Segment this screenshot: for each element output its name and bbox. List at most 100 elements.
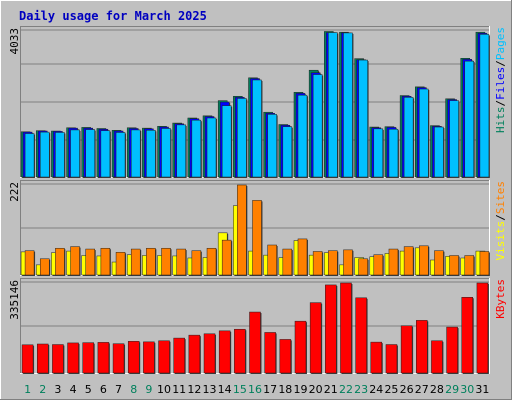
day-label-14: 14 <box>218 383 232 396</box>
day-axis-labels: 1 2 3 4 5 6 7 8 9 10 11 12 13 14 15 16 17 18 19 20 21 22 23 24 2… <box>24 383 489 396</box>
bar-kbytes-day-29 <box>446 326 458 374</box>
legend-pages: Pages <box>494 27 507 60</box>
bar-sites-day-3 <box>55 247 65 276</box>
legend-separator: / <box>494 60 507 67</box>
bar-sites-day-11 <box>176 248 186 276</box>
bar-sites-day-7 <box>115 252 126 276</box>
chart-title: Daily usage for March 2025 <box>19 9 207 23</box>
bar-kbytes-day-18 <box>279 339 292 374</box>
bar-sites-day-31 <box>479 251 490 276</box>
bar-pages-day-7 <box>115 132 126 178</box>
bar-kbytes-day-16 <box>249 311 261 374</box>
day-label-17: 17 <box>263 383 277 396</box>
bar-sites-day-29 <box>449 255 459 276</box>
day-label-24: 24 <box>369 383 383 396</box>
day-label-5: 5 <box>85 383 92 396</box>
bar-pages-day-9 <box>146 130 156 178</box>
bar-sites-day-18 <box>282 248 293 276</box>
bar-kbytes-day-6 <box>97 342 110 374</box>
bar-kbytes-day-26 <box>400 325 413 374</box>
bar-sites-day-26 <box>403 246 414 276</box>
bar-sites-day-8 <box>130 248 141 276</box>
bar-pages-day-25 <box>388 128 399 178</box>
bar-sites-day-24 <box>373 254 384 276</box>
bar-pages-day-2 <box>39 131 50 178</box>
bar-kbytes-day-22 <box>340 282 352 374</box>
bar-pages-day-13 <box>206 117 217 178</box>
bar-kbytes-day-14 <box>218 330 231 374</box>
bar-pages-day-6 <box>100 130 111 178</box>
legend-kbytes: KBytes <box>494 279 507 319</box>
day-label-15: 15 <box>233 383 247 396</box>
bar-kbytes-day-17 <box>264 332 276 374</box>
bar-sites-day-2 <box>39 258 50 276</box>
day-label-3: 3 <box>54 383 61 396</box>
bar-kbytes-day-27 <box>416 320 428 374</box>
bar-pages-day-10 <box>161 128 171 178</box>
panel-legend: KBytes <box>494 279 507 319</box>
bar-pages-day-3 <box>55 132 65 178</box>
day-label-27: 27 <box>415 383 429 396</box>
bar-pages-day-5 <box>85 129 95 178</box>
day-label-7: 7 <box>115 383 122 396</box>
bar-pages-day-14 <box>221 105 232 178</box>
day-label-25: 25 <box>384 383 398 396</box>
panel-legend: Hits/Files/Pages <box>494 27 507 133</box>
y-max-label: 4033 <box>8 28 21 55</box>
day-label-16: 16 <box>248 383 262 396</box>
day-label-29: 29 <box>445 383 459 396</box>
bar-kbytes-day-9 <box>143 341 155 374</box>
bar-kbytes-day-13 <box>203 333 216 374</box>
bar-kbytes-day-10 <box>158 340 170 374</box>
bar-kbytes-day-25 <box>385 344 398 374</box>
day-label-30: 30 <box>460 383 474 396</box>
y-max-label: 335146 <box>8 280 21 320</box>
bar-pages-day-4 <box>70 129 80 178</box>
y-max-label: 222 <box>8 182 21 202</box>
bar-sites-day-4 <box>70 246 80 276</box>
day-label-23: 23 <box>354 383 368 396</box>
bar-sites-day-12 <box>191 250 202 276</box>
bar-pages-day-28 <box>434 126 444 178</box>
bar-kbytes-day-8 <box>127 341 140 374</box>
legend-separator: / <box>494 100 507 107</box>
bar-pages-day-26 <box>403 97 414 178</box>
bar-pages-day-22 <box>343 32 353 178</box>
bar-pages-day-8 <box>130 129 141 178</box>
bar-kbytes-day-1 <box>21 344 34 374</box>
bar-pages-day-17 <box>267 114 277 178</box>
day-label-12: 12 <box>187 383 201 396</box>
bar-sites-day-19 <box>297 238 308 276</box>
day-label-19: 19 <box>293 383 307 396</box>
bar-pages-day-19 <box>297 94 308 178</box>
bar-pages-day-18 <box>282 126 293 178</box>
bar-kbytes-day-21 <box>325 284 337 374</box>
bar-sites-day-25 <box>388 248 399 276</box>
day-label-9: 9 <box>145 383 152 396</box>
bar-kbytes-day-19 <box>294 320 307 374</box>
day-label-21: 21 <box>324 383 338 396</box>
bar-pages-day-20 <box>312 74 323 178</box>
bar-pages-day-30 <box>464 60 475 178</box>
bar-sites-day-1 <box>24 250 35 276</box>
bar-sites-day-10 <box>161 247 171 276</box>
legend-hits: Hits <box>494 107 507 134</box>
bar-kbytes-day-11 <box>173 337 185 374</box>
day-label-6: 6 <box>100 383 107 396</box>
bar-kbytes-day-12 <box>188 334 201 374</box>
bar-kbytes-day-3 <box>52 344 64 374</box>
legend-files: Files <box>494 67 507 100</box>
bar-kbytes-day-5 <box>82 342 94 374</box>
bar-sites-day-21 <box>328 250 338 276</box>
bar-pages-day-24 <box>373 128 384 178</box>
bar-kbytes-day-23 <box>355 297 367 374</box>
chart-panels: 4033Hits/Files/Pages222Visits/Sites33514… <box>8 26 507 374</box>
bar-sites-day-6 <box>100 247 111 276</box>
day-label-22: 22 <box>339 383 353 396</box>
bar-pages-day-15 <box>237 98 247 178</box>
day-label-26: 26 <box>400 383 414 396</box>
bar-sites-day-5 <box>85 248 95 276</box>
bar-sites-day-14 <box>221 239 232 276</box>
bar-pages-day-21 <box>328 32 338 178</box>
